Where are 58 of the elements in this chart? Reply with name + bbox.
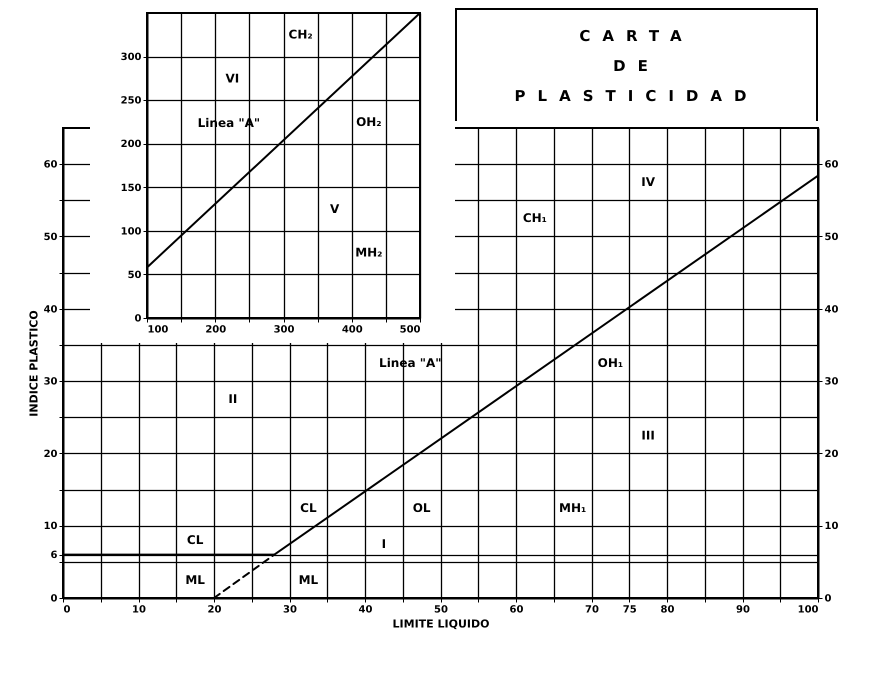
x-tick-label: 300	[274, 324, 294, 336]
y-tick-label: 50	[44, 232, 58, 243]
y-axis-title: INDICE PLASTICO	[28, 310, 41, 417]
x-tick-label: 400	[342, 324, 363, 336]
y-tick-label: 0	[50, 594, 58, 604]
annotation: CH₂	[288, 28, 313, 42]
annotation: I	[382, 536, 386, 551]
annotation: IV	[641, 175, 656, 190]
x-tick-label: 75	[622, 604, 637, 616]
x-tick-label: 50	[434, 604, 448, 616]
x-tick-label: 70	[585, 604, 599, 616]
annotation: OH₂	[356, 114, 382, 129]
chart-title: CARTA DE PLASTICIDAD	[514, 26, 758, 106]
annotation: CL	[300, 500, 317, 515]
annotation: ML	[185, 573, 206, 588]
y2-tick-label: 0	[824, 594, 832, 604]
x-tick-label: 200	[205, 324, 226, 336]
y-tick-label: 100	[120, 226, 142, 238]
y-tick-label: 150	[120, 182, 142, 194]
y-tick-label: 300	[120, 52, 142, 64]
x-tick-label: 30	[283, 604, 297, 616]
x-tick-label: 100	[148, 324, 168, 336]
y-tick-label: 20	[44, 448, 58, 460]
y-tick-label: 30	[44, 376, 58, 388]
y-tick-label: 200	[120, 139, 142, 150]
x-tick-label: 20	[208, 604, 222, 616]
y2-tick-label: 20	[824, 448, 838, 460]
y2-tick-label: 50	[824, 232, 838, 243]
annotation: III	[641, 428, 655, 442]
y-tick-label: 50	[128, 270, 142, 281]
x-tick-label: 90	[736, 604, 750, 616]
x-axis-title: LIMITE LIQUIDO	[392, 618, 490, 630]
x-tick-label: 500	[400, 324, 421, 336]
annotation: MH₂	[355, 246, 382, 260]
y-tick-label: 40	[44, 304, 58, 316]
y-tick-label: 6	[50, 550, 58, 562]
annotation: MH₁	[559, 500, 586, 515]
x-tick-label: 40	[358, 604, 372, 616]
annotation: OL	[412, 500, 431, 515]
x-tick-label: 80	[660, 604, 674, 616]
annotation: CH₁	[522, 211, 547, 226]
annotation: VI	[225, 71, 240, 86]
y2-tick-label: 30	[824, 376, 838, 388]
annotation: OH₁	[598, 356, 624, 370]
y-tick-label: 60	[44, 160, 58, 171]
y2-tick-label: 40	[824, 304, 838, 316]
x-tick-label: 100	[798, 604, 819, 616]
x-tick-label: 60	[510, 604, 524, 616]
annotation: II	[228, 392, 238, 406]
y-tick-label: 0	[134, 314, 142, 324]
y-tick-label: 10	[44, 521, 58, 532]
annotation: CL	[186, 533, 204, 548]
annotation: V	[330, 202, 340, 216]
annotation: ML	[298, 573, 319, 588]
y-tick-label: 250	[120, 96, 142, 107]
x-tick-label: 0	[64, 604, 70, 616]
y2-tick-label: 10	[824, 521, 838, 532]
y2-tick-label: 60	[824, 160, 838, 171]
